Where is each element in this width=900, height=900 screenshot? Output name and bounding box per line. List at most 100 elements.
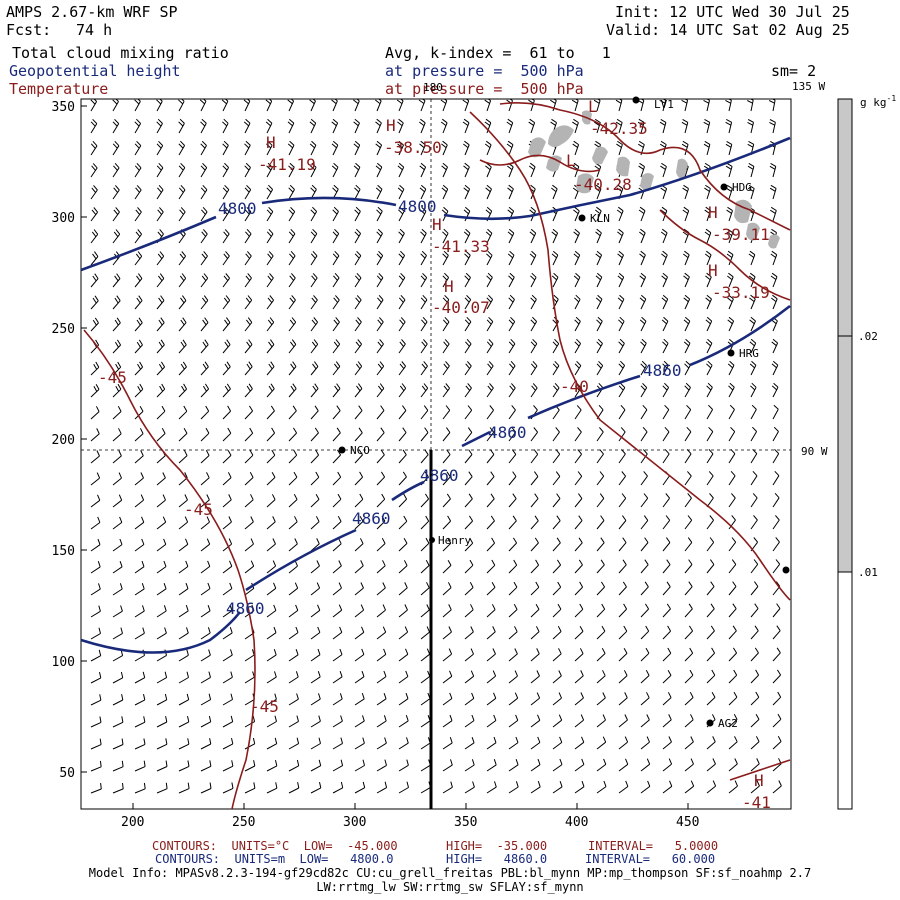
wind-barb-feather <box>245 118 251 124</box>
wind-barb <box>486 387 494 398</box>
wind-barb-feather <box>448 604 452 611</box>
high-marker: H <box>444 277 454 296</box>
wind-barb-feather <box>464 297 470 303</box>
wind-barb-feather <box>337 493 342 500</box>
wind-barb-feather <box>593 99 600 104</box>
wind-barb-feather <box>294 582 299 589</box>
wind-barb <box>376 498 386 508</box>
wind-barb <box>244 432 254 442</box>
cloud-patch <box>528 137 546 158</box>
wind-barb-feather <box>121 694 124 701</box>
wind-barb <box>134 388 144 398</box>
wind-barb-feather <box>552 99 557 101</box>
wind-barb-feather <box>290 228 296 235</box>
wind-barb <box>200 543 211 552</box>
wind-barb <box>508 409 516 420</box>
wind-barb-feather <box>319 781 322 789</box>
wind-barb <box>332 476 342 486</box>
wind-barb <box>90 101 98 112</box>
wind-barb-feather <box>120 605 123 612</box>
wind-barb <box>398 520 408 530</box>
wind-barb-feather <box>332 140 339 146</box>
wind-barb-feather <box>289 275 294 281</box>
wind-barb <box>706 475 714 486</box>
wind-barb <box>772 144 777 156</box>
wind-barb <box>464 100 470 112</box>
wind-barb <box>772 298 778 310</box>
wind-barb <box>420 720 431 728</box>
wind-barb-feather <box>556 493 561 499</box>
wind-barb-feather <box>771 99 776 101</box>
wind-barb-feather <box>209 782 212 789</box>
wind-barb-feather <box>134 143 140 149</box>
wind-barb <box>530 100 535 112</box>
wind-barb <box>662 697 672 706</box>
wind-barb-feather <box>181 273 187 279</box>
wind-barb-feather <box>681 99 688 104</box>
wind-barb-feather <box>114 118 120 124</box>
wind-barb-feather <box>599 493 605 499</box>
wind-barb-feather <box>468 493 473 500</box>
wind-barb-feather <box>353 121 359 127</box>
wind-barb <box>728 364 735 376</box>
wind-barb-feather <box>559 736 563 743</box>
wind-barb <box>508 542 517 552</box>
wind-barb-feather <box>708 404 713 410</box>
wind-barb-feather <box>684 385 690 391</box>
wind-barb-feather <box>769 187 776 192</box>
wind-barb <box>222 432 232 442</box>
wind-barb-feather <box>509 272 515 278</box>
station-marker-nco <box>338 446 346 454</box>
wind-barb <box>618 144 623 156</box>
wind-barb-feather <box>515 781 519 788</box>
wind-barb <box>420 454 429 464</box>
wind-barb <box>684 409 692 420</box>
wind-barb-feather <box>557 625 562 632</box>
wind-barb <box>376 587 386 596</box>
wind-barb-feather <box>465 250 471 256</box>
wind-barb-feather <box>601 603 606 610</box>
wind-barb-feather <box>356 295 362 301</box>
wind-barb-feather <box>187 738 190 745</box>
wind-barb <box>662 254 668 266</box>
wind-barb-feather <box>513 603 518 610</box>
station-label-lv1: LV1 <box>654 98 674 111</box>
height-contour-interval: INTERVAL= 60.000 <box>585 852 716 866</box>
wind-barb-feather <box>617 206 624 212</box>
wind-barb-feather <box>406 781 409 788</box>
wind-barb-feather <box>749 363 755 369</box>
wind-barb <box>596 564 605 574</box>
wind-barb-feather <box>318 715 321 722</box>
wind-barb-feather <box>202 162 208 168</box>
wind-barb-feather <box>292 383 297 389</box>
wind-barb <box>156 743 168 750</box>
wind-barb-feather <box>310 118 317 124</box>
wind-barb <box>508 321 516 332</box>
wind-barb-feather <box>640 294 647 300</box>
wind-barb <box>354 631 365 640</box>
wind-barb-feather <box>617 231 623 236</box>
wind-barb-feather <box>572 165 579 170</box>
wind-barb-feather <box>116 317 121 324</box>
wind-barb <box>772 386 779 398</box>
wind-barb-feather <box>201 297 207 304</box>
wind-barb <box>134 455 144 464</box>
wind-barb-feather <box>356 250 362 256</box>
wind-barb <box>464 542 474 552</box>
wind-barb-feather <box>732 581 737 587</box>
wind-barb <box>332 277 340 288</box>
wind-barb-feather <box>690 714 694 720</box>
wind-barb <box>640 387 648 398</box>
wind-barb <box>552 365 560 376</box>
wind-barb-feather <box>273 604 277 611</box>
wind-barb-feather <box>139 383 144 390</box>
wind-barb-feather <box>401 383 407 389</box>
wind-barb <box>354 299 362 310</box>
wind-barb-feather <box>91 187 96 193</box>
wind-barb <box>222 123 229 134</box>
wind-barb <box>310 321 319 332</box>
wind-barb <box>288 454 298 464</box>
wind-barb <box>134 477 144 486</box>
wind-barb-feather <box>269 317 275 323</box>
wind-barb-feather <box>335 361 341 367</box>
